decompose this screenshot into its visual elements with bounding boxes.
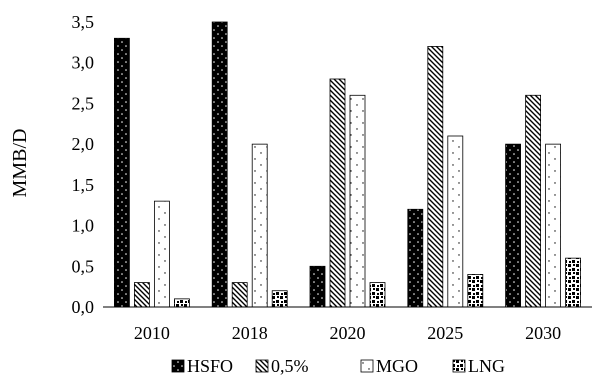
y-tick-label: 3,5 [72, 12, 95, 32]
legend: HSFO 0,5% MGO LNG [172, 356, 505, 376]
x-tick-label: 2025 [427, 323, 463, 343]
bars-group [114, 22, 580, 307]
bar-mgo-2020 [350, 95, 365, 307]
legend-label: LNG [468, 356, 505, 376]
x-tick-label: 2018 [232, 323, 268, 343]
y-tick-label: 0,5 [72, 256, 95, 276]
y-tick-label: 0,0 [72, 297, 95, 317]
bar-0-5--2020 [330, 79, 345, 307]
bar-hsfo-2010 [114, 38, 129, 307]
y-axis-title: MMB/D [9, 129, 31, 198]
bar-lng-2010 [174, 299, 189, 307]
bar-lng-2030 [566, 258, 581, 307]
y-tick-label: 2,5 [72, 93, 95, 113]
bar-lng-2020 [370, 283, 385, 307]
bar-hsfo-2030 [506, 144, 521, 307]
bar-lng-2018 [272, 291, 287, 307]
bar-0-5--2018 [232, 283, 247, 307]
bar-hsfo-2018 [212, 22, 227, 307]
legend-label: 0,5% [271, 356, 309, 376]
y-tick-label: 1,5 [72, 175, 95, 195]
y-tick-label: 1,0 [72, 216, 95, 236]
x-tick-label: 2030 [525, 323, 561, 343]
bar-0-5--2010 [134, 283, 149, 307]
bar-lng-2025 [468, 274, 483, 307]
y-tick-label: 3,0 [72, 53, 95, 73]
y-axis: 0,0 0,5 1,0 1,5 2,0 2,5 3,0 3,5 [72, 12, 95, 317]
bar-0-5--2030 [526, 95, 541, 307]
legend-label: HSFO [187, 356, 233, 376]
legend-swatch [361, 360, 373, 372]
legend-swatch [453, 360, 465, 372]
bar-hsfo-2020 [310, 266, 325, 307]
bar-mgo-2010 [154, 201, 169, 307]
bar-mgo-2018 [252, 144, 267, 307]
x-tick-label: 2010 [134, 323, 170, 343]
bar-hsfo-2025 [408, 209, 423, 307]
x-axis: 2010 2018 2020 2025 2030 [134, 323, 561, 343]
y-tick-label: 2,0 [72, 134, 95, 154]
x-tick-label: 2020 [330, 323, 366, 343]
legend-swatch [256, 360, 268, 372]
bar-mgo-2030 [546, 144, 561, 307]
legend-swatch [172, 360, 184, 372]
legend-label: MGO [376, 356, 418, 376]
bar-mgo-2025 [448, 136, 463, 307]
bar-0-5--2025 [428, 46, 443, 307]
